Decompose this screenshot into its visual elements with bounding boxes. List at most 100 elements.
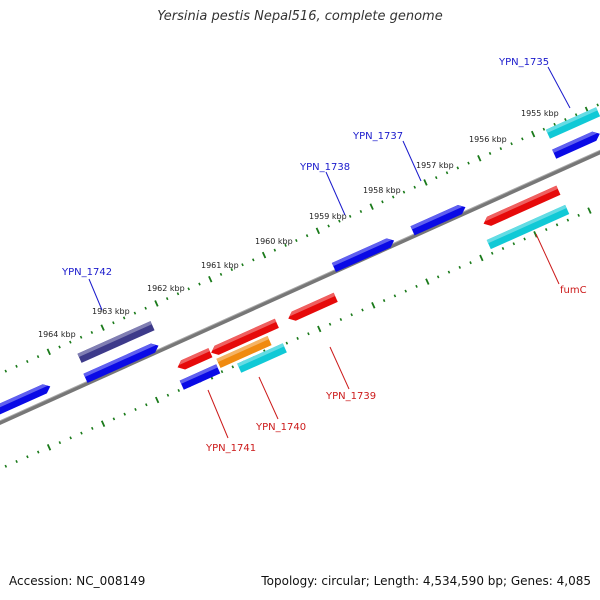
gene-left-edge-highlight xyxy=(0,384,48,408)
inner-tick xyxy=(134,407,137,411)
outer-tick xyxy=(510,142,513,146)
genome-backbone xyxy=(0,150,600,425)
inner-tick xyxy=(587,207,592,214)
gene-ypn1740-red-highlight xyxy=(212,318,277,351)
outer-tick xyxy=(521,137,524,141)
inner-tick xyxy=(145,403,148,407)
outer-tick xyxy=(574,113,578,117)
inner-tick xyxy=(285,341,289,345)
inner-tick xyxy=(479,254,484,262)
outer-tick xyxy=(46,348,51,356)
outer-tick xyxy=(90,330,94,334)
kbp-label-1963: 1963 kbp xyxy=(92,307,130,316)
inner-tick xyxy=(566,218,570,222)
kbp-label-1960: 1960 kbp xyxy=(255,237,293,246)
gene-ypn1738[interactable] xyxy=(331,238,395,273)
gene-ypn1742-blue[interactable] xyxy=(83,343,159,383)
gene-ypn1742-blue-highlight xyxy=(83,343,156,377)
outer-tick xyxy=(261,251,267,259)
inner-tick xyxy=(58,441,62,445)
inner-tick xyxy=(544,228,548,232)
callout-lines xyxy=(88,66,571,439)
outer-tick xyxy=(187,287,190,291)
outer-tick xyxy=(15,364,18,368)
ticks-inner xyxy=(4,207,592,468)
gene-label-ypn1742: YPN_1742 xyxy=(61,267,112,278)
inner-tick xyxy=(512,242,516,246)
inner-tick xyxy=(112,417,116,421)
outer-tick xyxy=(165,297,169,301)
callout-line-ypn1738 xyxy=(325,171,346,216)
inner-tick xyxy=(350,313,353,317)
gene-label-fumc: fumC xyxy=(560,285,587,296)
gene-ypn1735-blue-highlight xyxy=(552,131,598,153)
outer-tick xyxy=(553,122,556,126)
inner-tick xyxy=(80,431,83,435)
outer-tick xyxy=(327,224,330,228)
inner-tick xyxy=(469,261,472,265)
outer-tick xyxy=(4,369,8,373)
callout-line-ypn1742 xyxy=(88,278,103,311)
gene-ypn1738-highlight xyxy=(331,238,392,267)
inner-tick xyxy=(36,450,40,454)
gene-label-ypn1739: YPN_1739 xyxy=(325,391,376,402)
outer-tick xyxy=(176,292,180,296)
inner-tick xyxy=(371,302,376,309)
outer-tick xyxy=(413,185,416,189)
inner-tick xyxy=(166,393,170,397)
inner-tick xyxy=(339,317,343,322)
outer-tick xyxy=(198,282,201,286)
ticks-outer xyxy=(4,103,599,373)
inner-tick xyxy=(382,299,386,303)
inner-tick xyxy=(154,396,160,404)
callout-line-ypn1737 xyxy=(402,140,422,182)
kbp-labels: 1955 kbp 1956 kbp 1957 kbp 1958 kbp 1959… xyxy=(38,109,559,339)
inner-tick xyxy=(296,336,299,340)
outer-tick xyxy=(58,345,61,349)
genome-summary-text: Topology: circular; Length: 4,534,590 bp… xyxy=(261,574,591,588)
outer-tick xyxy=(338,219,341,223)
outer-tick xyxy=(596,103,599,107)
gene-ypn1741-red-highlight xyxy=(179,348,210,366)
gene-left-edge[interactable] xyxy=(0,384,51,416)
outer-tick xyxy=(252,258,255,262)
outer-tick xyxy=(499,147,503,151)
gene-label-ypn1740: YPN_1740 xyxy=(255,422,306,433)
outer-tick xyxy=(369,203,374,210)
outer-tick xyxy=(434,176,438,180)
gene-labels: YPN_1735 YPN_1737 YPN_1738 YPN_1742 fumC… xyxy=(61,57,587,454)
inner-tick xyxy=(361,308,364,312)
inner-tick xyxy=(177,389,181,393)
callout-line-ypn1740 xyxy=(258,376,279,420)
gene-fumc-red-highlight xyxy=(485,185,558,222)
gene-ypn1740-cyan-highlight xyxy=(237,343,285,367)
inner-tick xyxy=(307,332,310,336)
gene-ypn1737[interactable] xyxy=(410,205,466,236)
inner-tick xyxy=(4,464,8,468)
gene-ypn1741-blue-highlight xyxy=(179,364,218,384)
kbp-label-1961: 1961 kbp xyxy=(201,261,239,270)
outer-tick xyxy=(284,243,287,247)
outer-tick xyxy=(477,154,482,162)
accession-text: Accession: NC_008149 xyxy=(9,574,146,588)
outer-tick xyxy=(348,214,352,218)
outer-tick xyxy=(315,227,321,235)
outer-tick xyxy=(488,151,492,155)
outer-tick xyxy=(112,321,115,325)
outer-tick xyxy=(305,234,309,238)
inner-tick xyxy=(231,365,235,369)
kbp-label-1955: 1955 kbp xyxy=(521,109,559,118)
gene-label-ypn1737: YPN_1737 xyxy=(352,131,403,142)
outer-tick xyxy=(36,355,40,359)
outer-tick xyxy=(423,179,428,186)
gene-ypn1735-blue[interactable] xyxy=(552,131,600,159)
kbp-label-1959: 1959 kbp xyxy=(309,212,347,221)
outer-tick xyxy=(564,118,567,122)
outer-tick xyxy=(391,195,395,199)
map-title: Yersinia pestis Nepal516, complete genom… xyxy=(157,9,443,24)
callout-line-ypn1739 xyxy=(329,346,350,390)
outer-tick xyxy=(542,127,546,131)
outer-tick xyxy=(154,300,159,307)
gene-ypn1742-navy-highlight xyxy=(77,321,152,357)
